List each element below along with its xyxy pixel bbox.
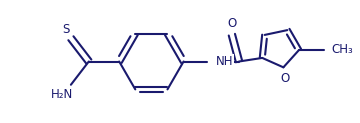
Text: NH: NH	[216, 55, 233, 68]
Text: S: S	[62, 23, 69, 36]
Text: O: O	[280, 72, 290, 85]
Text: H₂N: H₂N	[51, 88, 73, 101]
Text: O: O	[227, 17, 237, 30]
Text: CH₃: CH₃	[331, 43, 353, 56]
